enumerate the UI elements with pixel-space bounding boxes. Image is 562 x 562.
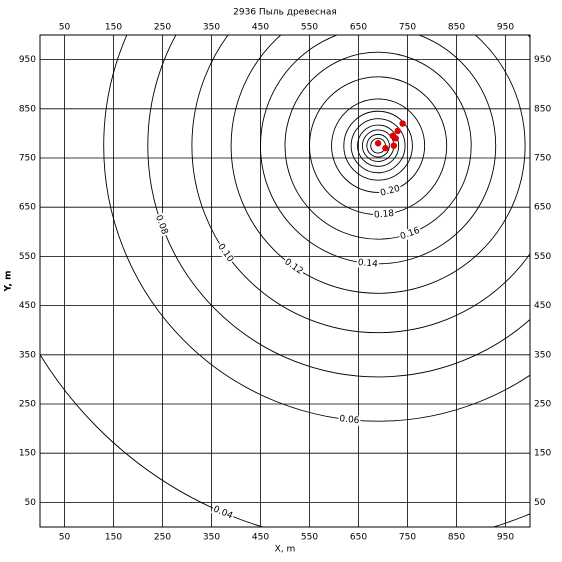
contour-area: 0.040.060.080.100.12 0.140.160.180.20 xyxy=(40,35,530,527)
x-tick-label: 650 xyxy=(350,533,367,543)
y-tick-label: 650 xyxy=(19,203,36,213)
contour-line xyxy=(147,35,530,378)
y-tick-label: 550 xyxy=(19,252,36,262)
y-tick-label: 150 xyxy=(19,449,36,459)
x-tick-label: 950 xyxy=(497,533,514,543)
y-tick-label: 850 xyxy=(19,104,36,114)
source-point xyxy=(382,144,389,152)
x-tick-label: 250 xyxy=(154,533,171,543)
source-point xyxy=(374,140,382,147)
contour-line xyxy=(103,35,530,422)
y-tick-label: 250 xyxy=(534,400,551,410)
plot-frame xyxy=(39,34,531,528)
contour-label: 0.06 xyxy=(339,414,360,426)
x-tick-label: 550 xyxy=(301,533,318,543)
x-tick-label: 150 xyxy=(105,23,122,33)
contour-line xyxy=(357,124,400,167)
x-tick-label: 850 xyxy=(448,533,465,543)
source-point xyxy=(394,127,401,135)
y-tick-label: 350 xyxy=(19,350,36,360)
y-tick-label: 650 xyxy=(534,203,551,213)
x-tick-label: 50 xyxy=(59,533,71,543)
contour-label-bg xyxy=(210,503,236,522)
contour-label: 0.14 xyxy=(357,258,378,270)
contour-label: 0.16 xyxy=(399,226,422,242)
contour-line xyxy=(40,353,530,527)
contour-label: 0.18 xyxy=(374,209,395,221)
x-tick-label: 850 xyxy=(448,23,465,33)
y-tick-label: 50 xyxy=(25,498,37,508)
y-tick-label: 850 xyxy=(534,104,551,114)
x-tick-label: 950 xyxy=(497,23,514,33)
x-tick-label: 650 xyxy=(350,23,367,33)
y-tick-label: 750 xyxy=(19,154,36,164)
x-tick-label: 350 xyxy=(203,23,220,33)
x-tick-label: 450 xyxy=(252,533,269,543)
contour-label-bg xyxy=(153,212,171,237)
contour-label-bg xyxy=(356,257,380,270)
y-tick-label: 150 xyxy=(534,449,551,459)
contour-label: 0.04 xyxy=(212,504,235,521)
contour-line xyxy=(331,98,426,193)
y-axis-label: Y, m xyxy=(4,271,14,293)
contour-label-bg xyxy=(397,225,422,243)
chart-title: 2936 Пыль древесная xyxy=(233,8,337,18)
x-tick-label: 250 xyxy=(154,23,171,33)
source-point xyxy=(390,142,397,149)
contour-line xyxy=(343,110,413,181)
x-tick-label: 550 xyxy=(301,23,318,33)
x-tick-label: 750 xyxy=(399,533,416,543)
contour-line xyxy=(191,35,530,334)
source-point xyxy=(392,135,399,142)
contour-line xyxy=(230,35,526,294)
contour-label-bg xyxy=(372,208,396,221)
contour-label: 0.20 xyxy=(379,184,401,199)
x-tick-label: 450 xyxy=(252,23,269,33)
y-tick-label: 750 xyxy=(534,154,551,164)
x-tick-label: 350 xyxy=(203,533,220,543)
contour-label-bg xyxy=(337,413,361,426)
contour-line xyxy=(284,51,472,240)
contour-label-bg xyxy=(215,241,236,265)
y-tick-label: 250 xyxy=(19,400,36,410)
y-tick-label: 50 xyxy=(534,498,546,508)
x-tick-label: 150 xyxy=(105,533,122,543)
y-tick-label: 450 xyxy=(19,301,36,311)
x-tick-label: 50 xyxy=(59,23,71,33)
contour-line xyxy=(350,118,406,174)
x-axis-label: X, m xyxy=(275,545,296,555)
y-tick-label: 950 xyxy=(19,55,36,65)
y-tick-label: 950 xyxy=(534,55,551,65)
contour-line xyxy=(366,133,390,158)
y-tick-label: 550 xyxy=(534,252,551,262)
contour-label: 0.08 xyxy=(153,214,169,237)
x-tick-label: 750 xyxy=(399,23,416,33)
contour-label-bg xyxy=(378,183,403,199)
contour-label-bg xyxy=(281,256,306,278)
y-tick-label: 350 xyxy=(534,350,551,360)
source-point xyxy=(399,120,406,127)
y-tick-label: 450 xyxy=(534,301,551,311)
